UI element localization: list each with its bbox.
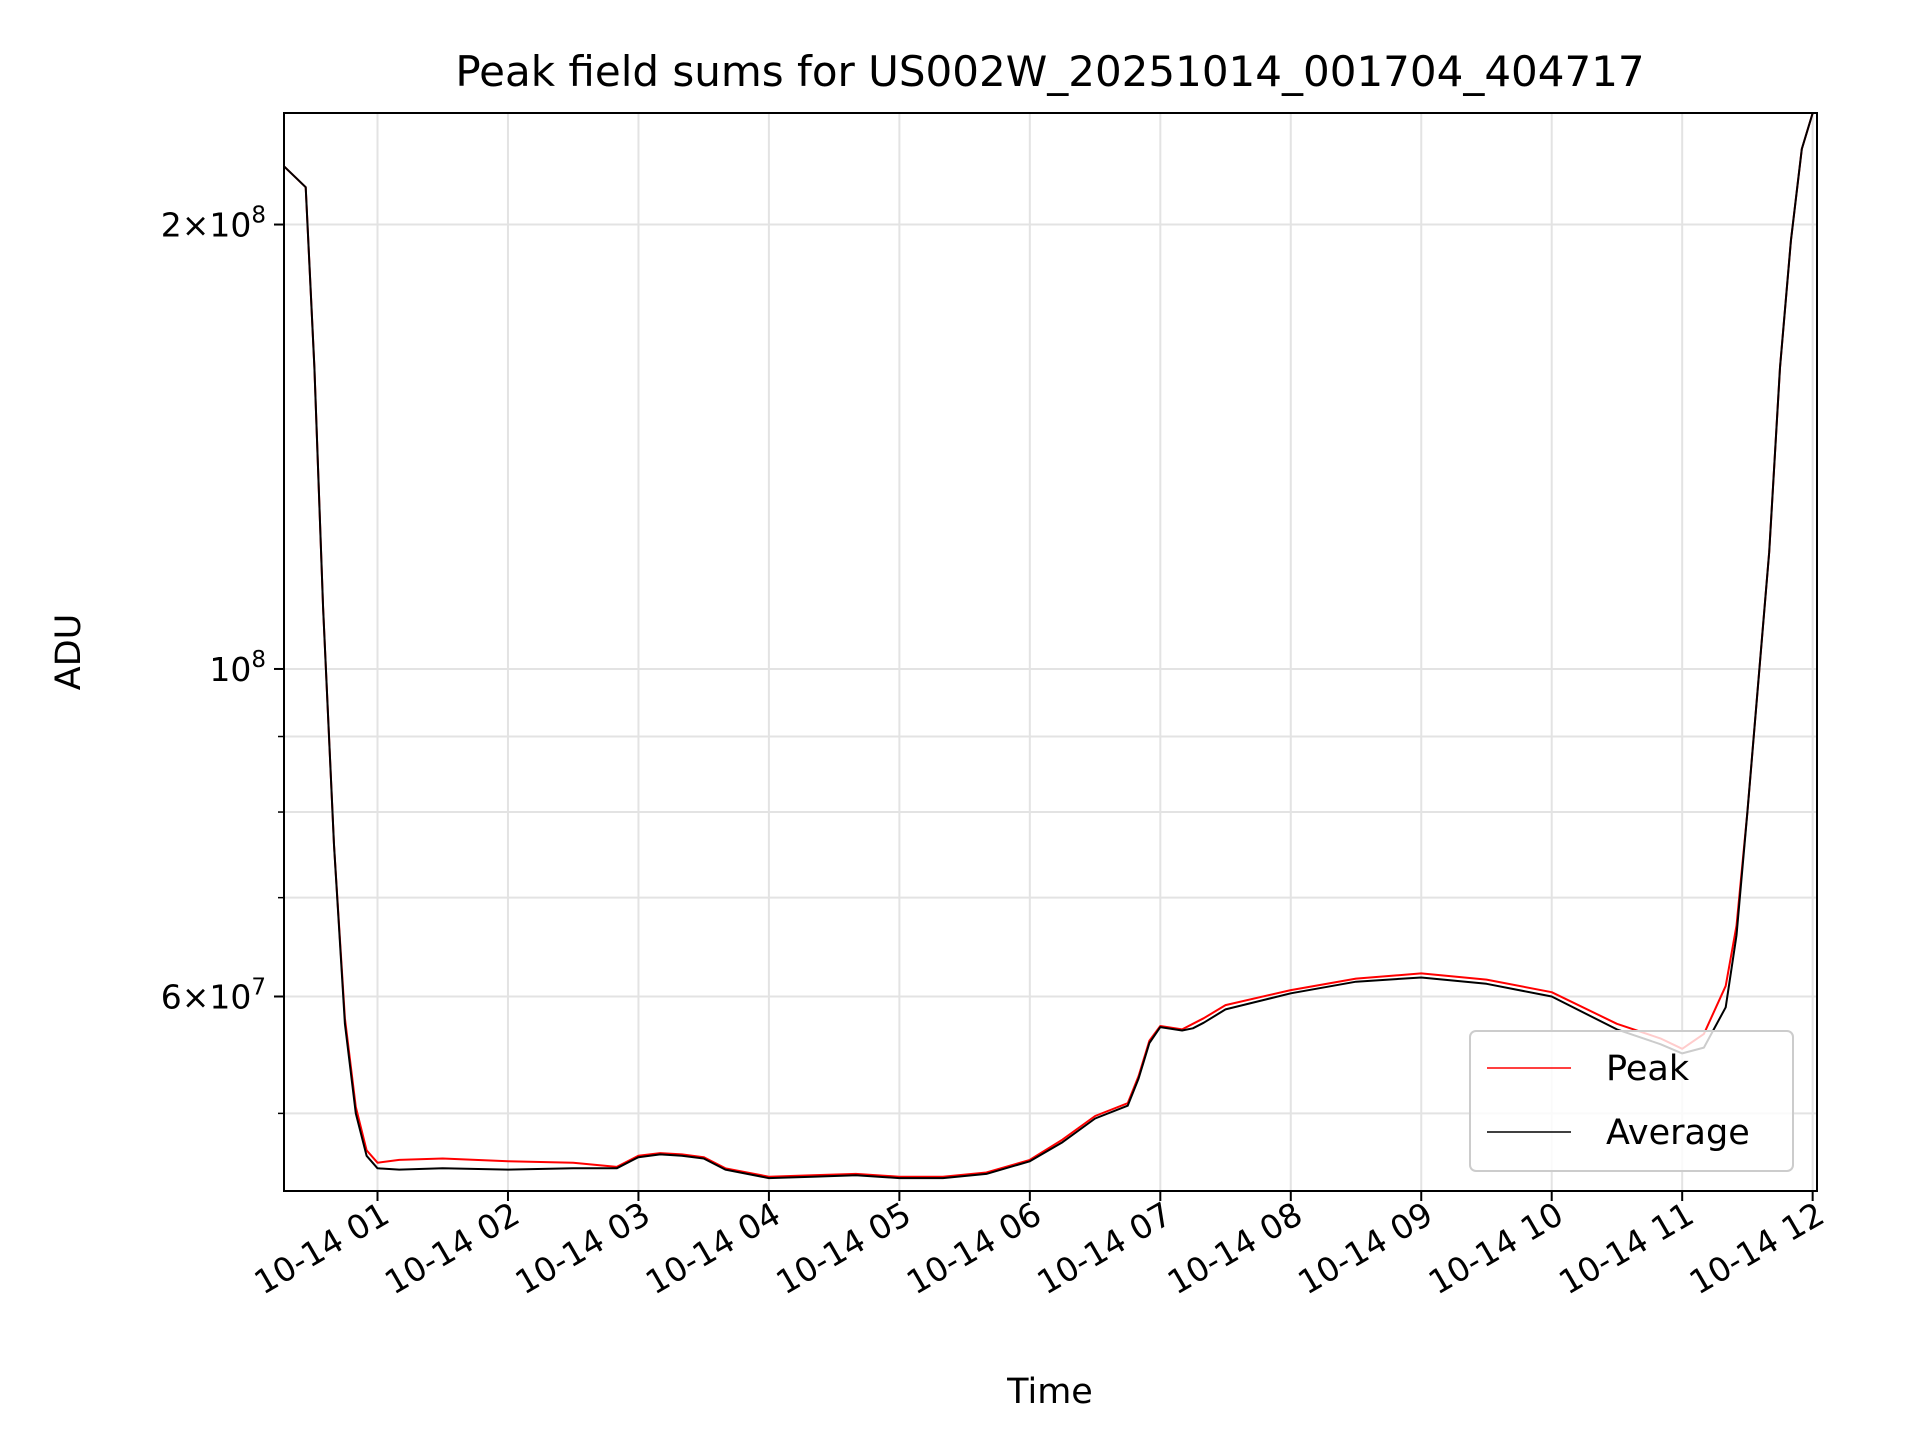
legend-box <box>1469 1030 1794 1172</box>
grid <box>284 113 1817 1191</box>
legend-label-average: Average <box>1606 1113 1750 1153</box>
y-tick-label: 6×107 <box>161 974 266 1016</box>
y-tick-label: 108 <box>209 647 266 689</box>
chart-title: Peak field sums for US002W_20251014_0017… <box>455 47 1644 96</box>
x-axis-label: Time <box>1006 1372 1093 1412</box>
y-tick-labels: 6×107 108 2×108 <box>161 203 266 1017</box>
legend-label-peak: Peak <box>1606 1049 1690 1089</box>
y-tick-label: 2×108 <box>161 203 266 245</box>
plot-frame <box>283 112 1818 1192</box>
legend: Peak Average <box>1469 1030 1794 1172</box>
tick-marks <box>274 223 1814 1201</box>
y-axis-label: ADU <box>49 614 89 691</box>
